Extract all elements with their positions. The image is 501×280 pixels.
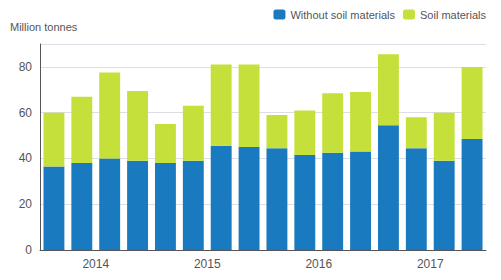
svg-text:Soil materials: Soil materials <box>420 9 487 21</box>
svg-text:80: 80 <box>19 60 33 74</box>
svg-text:Million tonnes: Million tonnes <box>10 21 78 33</box>
svg-text:0: 0 <box>25 243 32 257</box>
svg-text:2014: 2014 <box>82 257 109 271</box>
svg-text:40: 40 <box>19 151 33 165</box>
svg-text:20: 20 <box>19 197 33 211</box>
svg-text:2016: 2016 <box>305 257 332 271</box>
svg-text:Without soil materials: Without soil materials <box>290 9 395 21</box>
svg-text:2015: 2015 <box>194 257 221 271</box>
svg-text:2017: 2017 <box>417 257 444 271</box>
svg-text:60: 60 <box>19 106 33 120</box>
